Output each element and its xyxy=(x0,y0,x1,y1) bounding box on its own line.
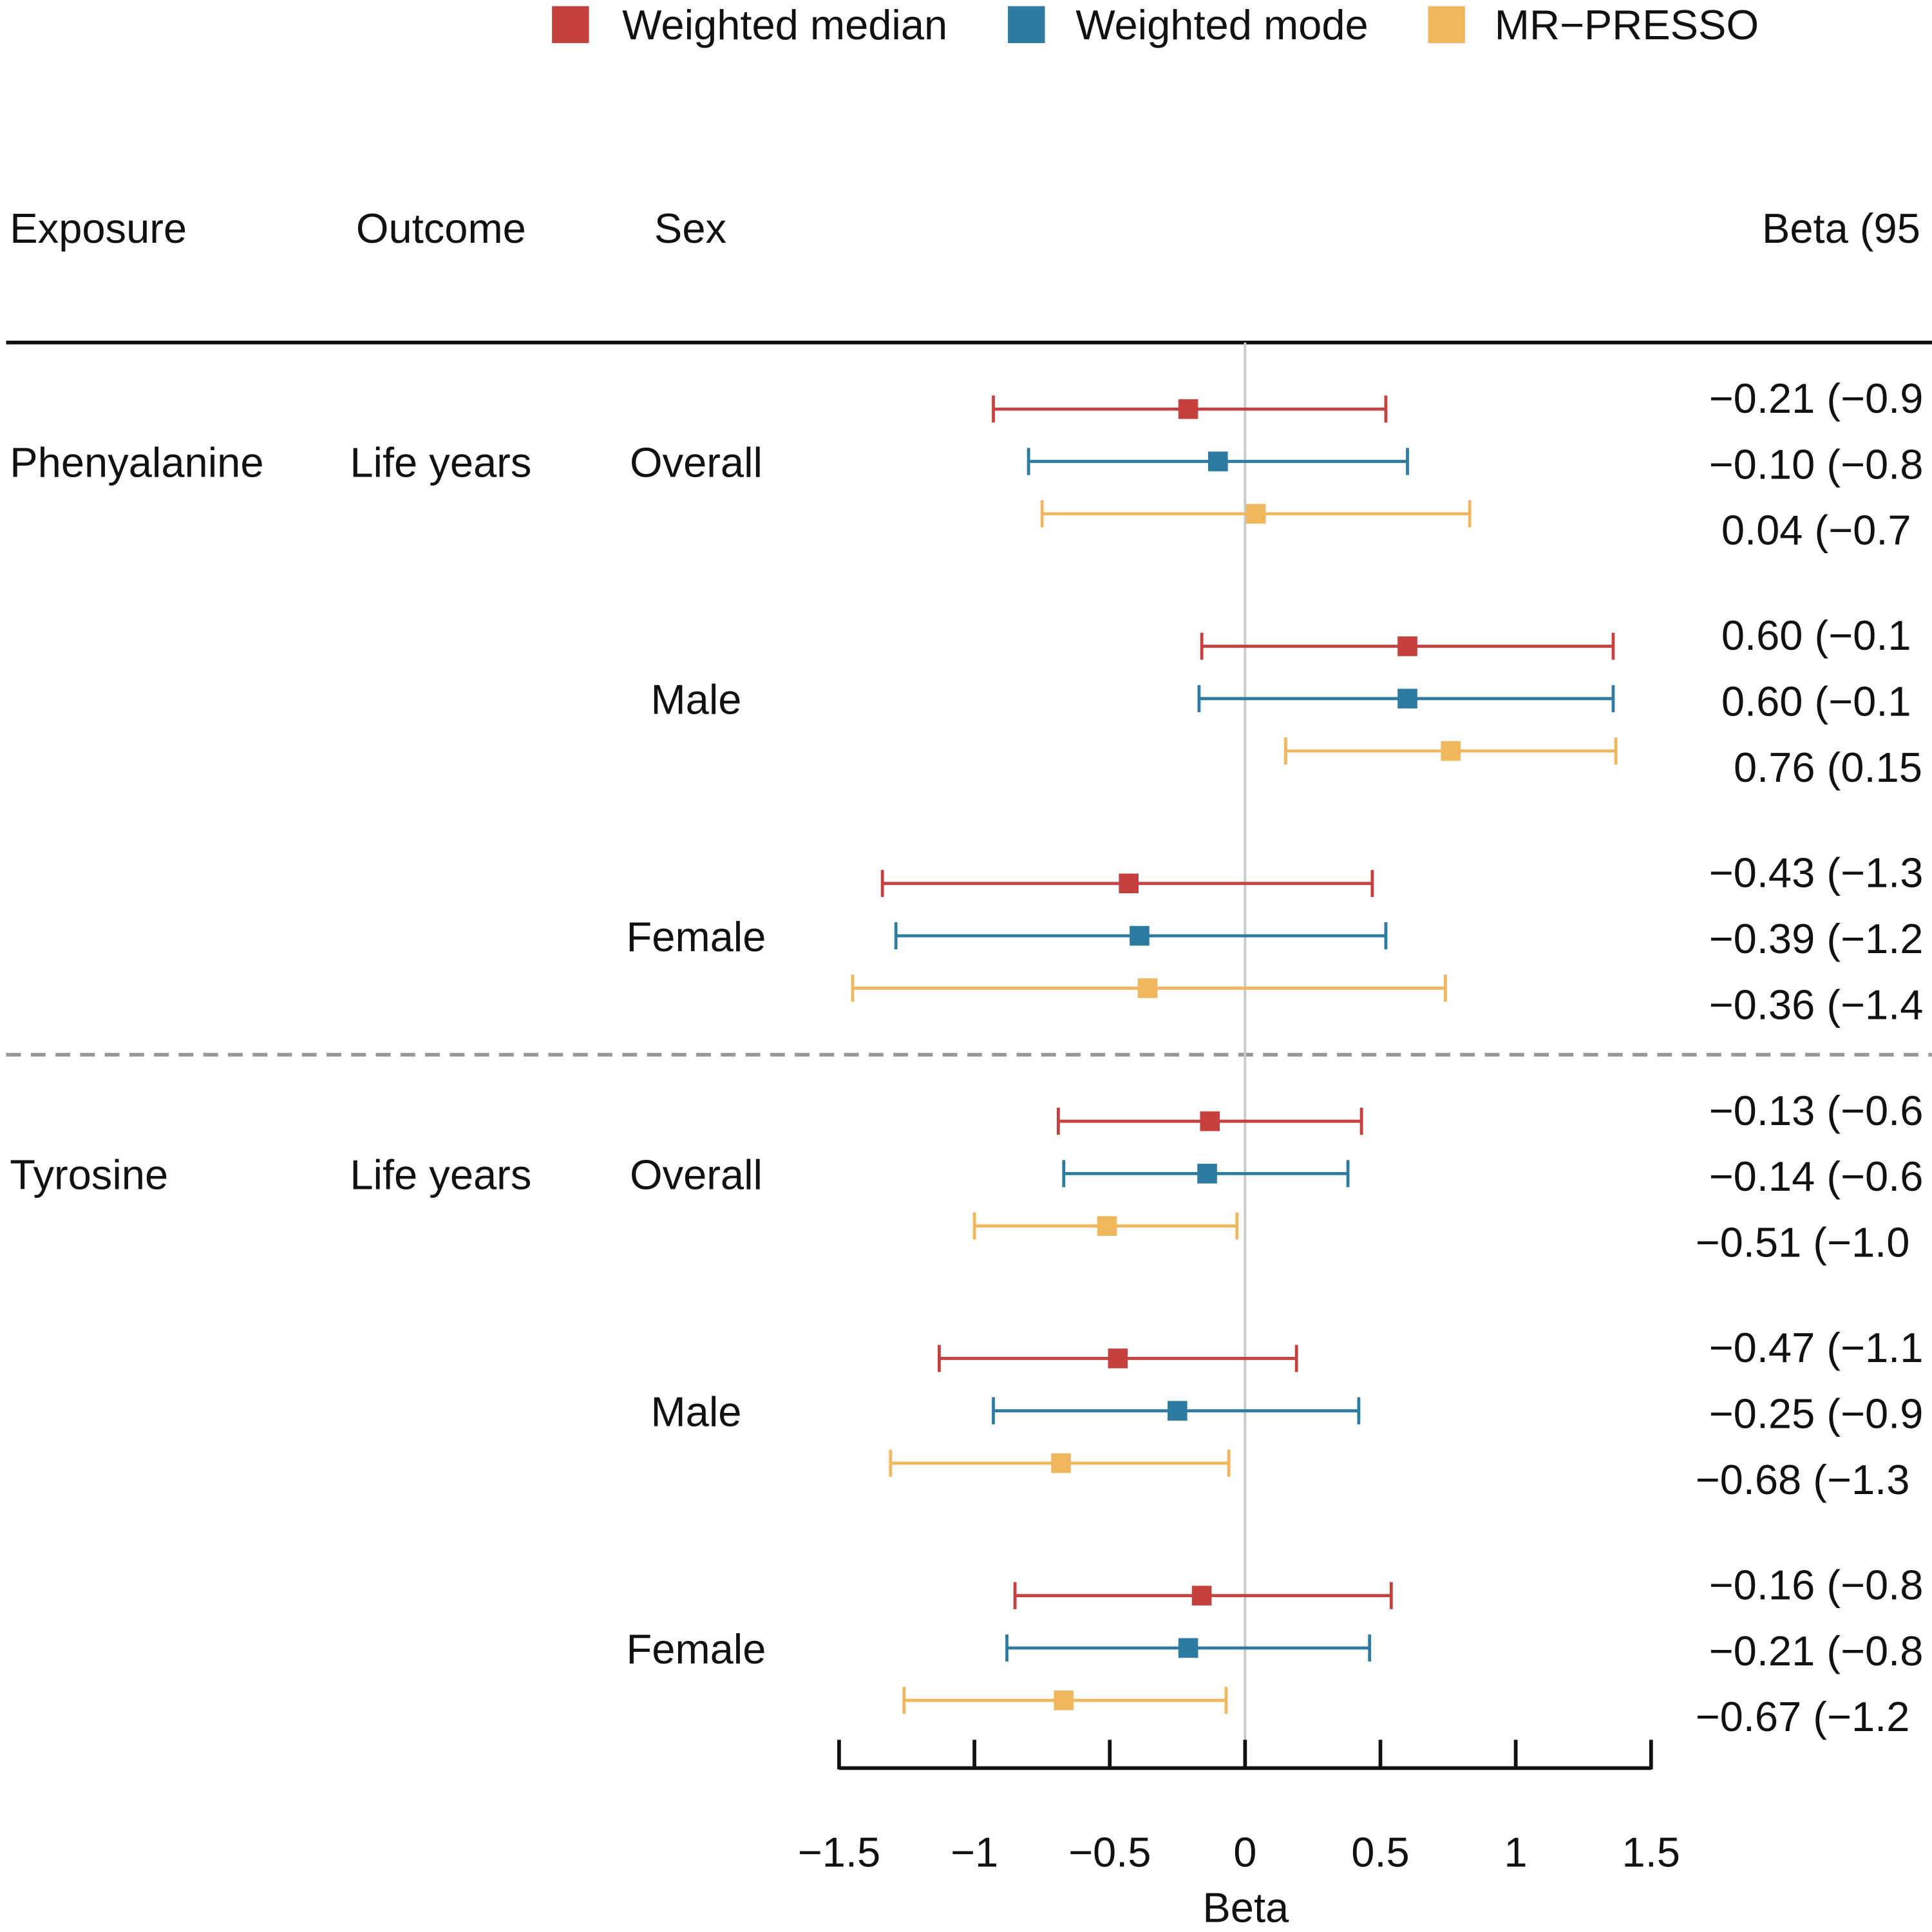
point-estimate xyxy=(1245,504,1266,524)
point-estimate xyxy=(1130,925,1150,946)
point-estimate xyxy=(1097,1216,1117,1236)
point-estimate xyxy=(1200,1111,1220,1132)
estimate-text: −0.47 (−1.1 xyxy=(1709,1324,1924,1371)
point-estimate xyxy=(1119,873,1139,894)
outcome-label: Life years xyxy=(350,1151,531,1198)
point-estimate xyxy=(1137,978,1158,998)
axis-tick-label: −0.5 xyxy=(1068,1829,1151,1876)
outcome-label: Life years xyxy=(350,439,531,486)
legend-label: Weighted median xyxy=(622,1,947,48)
estimate-text: −0.68 (−1.3 xyxy=(1696,1456,1910,1503)
axis-tick-label: −1.5 xyxy=(798,1829,880,1876)
axis-tick-label: 1.5 xyxy=(1622,1829,1680,1876)
column-header-outcome: Outcome xyxy=(356,205,526,252)
point-estimate xyxy=(1397,688,1417,709)
legend-swatch xyxy=(1008,6,1045,43)
sex-label: Female xyxy=(627,913,766,960)
legend-swatch xyxy=(1428,6,1465,43)
point-estimate xyxy=(1108,1349,1128,1368)
sex-label: Male xyxy=(650,676,741,723)
point-estimate xyxy=(1197,1164,1217,1184)
estimate-text: −0.21 (−0.9 xyxy=(1709,375,1924,422)
plot-area: Phenyalanine Life years Overall −0.21 (−0.9… xyxy=(10,342,1924,1768)
legend-label: MR−PRESSO xyxy=(1495,1,1759,48)
sex-label: Overall xyxy=(630,439,762,486)
column-header-exposure: Exposure xyxy=(10,205,187,252)
point-estimate xyxy=(1397,636,1417,656)
estimate-text: −0.16 (−0.8 xyxy=(1709,1561,1924,1608)
axis-tick-label: 0 xyxy=(1233,1829,1256,1876)
point-estimate xyxy=(1051,1453,1071,1473)
estimate-text: −0.14 (−0.6 xyxy=(1709,1153,1924,1200)
point-estimate xyxy=(1167,1401,1188,1421)
estimate-text: −0.51 (−1.0 xyxy=(1696,1219,1910,1266)
estimate-text: 0.76 (0.15 xyxy=(1734,744,1922,791)
column-header-sex: Sex xyxy=(654,205,726,252)
axis-tick-label: 1 xyxy=(1504,1829,1528,1876)
estimate-text: −0.43 (−1.3 xyxy=(1709,849,1924,896)
estimate-text: −0.25 (−0.9 xyxy=(1709,1390,1924,1437)
estimate-text: 0.04 (−0.7 xyxy=(1721,507,1911,554)
point-estimate xyxy=(1208,451,1228,471)
point-estimate xyxy=(1191,1586,1212,1605)
legend: Weighted median Weighted mode MR−PRESSO xyxy=(552,1,1759,48)
sex-label: Overall xyxy=(630,1151,762,1198)
estimate-text: 0.60 (−0.1 xyxy=(1721,612,1911,659)
point-estimate xyxy=(1054,1690,1074,1710)
estimate-text: −0.10 (−0.8 xyxy=(1709,440,1924,488)
estimate-text: −0.13 (−0.6 xyxy=(1709,1087,1924,1134)
estimate-text: −0.67 (−1.2 xyxy=(1696,1693,1910,1740)
x-axis-label: Beta xyxy=(1202,1884,1289,1931)
x-axis: −1.5 −1 −0.5 0 0.5 1 1.5 xyxy=(798,1739,1680,1876)
point-estimate xyxy=(1441,741,1461,761)
estimate-text: 0.60 (−0.1 xyxy=(1721,678,1911,725)
legend-label: Weighted mode xyxy=(1075,1,1368,48)
sex-label: Male xyxy=(650,1388,741,1435)
axis-tick-label: −1 xyxy=(951,1829,998,1876)
exposure-label: Tyrosine xyxy=(10,1151,168,1198)
estimate-text: −0.39 (−1.2 xyxy=(1709,915,1924,962)
axis-tick-label: 0.5 xyxy=(1351,1829,1409,1876)
estimate-text: −0.21 (−0.8 xyxy=(1709,1627,1924,1674)
point-estimate xyxy=(1178,399,1198,419)
exposure-label: Phenyalanine xyxy=(10,439,263,486)
column-header-beta: Beta (95 xyxy=(1762,205,1920,252)
estimate-text: −0.36 (−1.4 xyxy=(1709,981,1924,1028)
point-estimate xyxy=(1178,1638,1198,1658)
legend-swatch xyxy=(552,6,589,43)
sex-label: Female xyxy=(627,1625,766,1672)
